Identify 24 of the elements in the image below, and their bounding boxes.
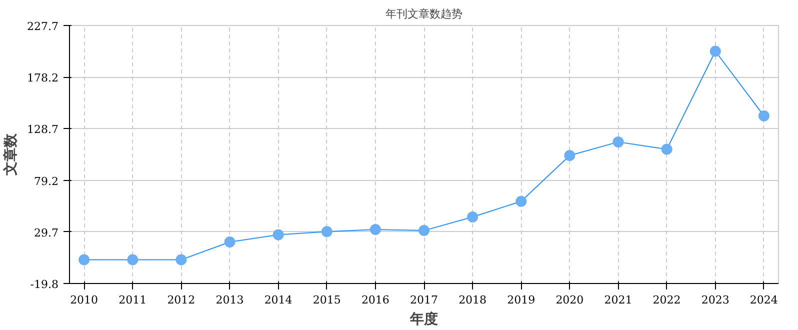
x-tick-label: 2020: [556, 294, 584, 306]
y-axis-title: 文章数: [2, 132, 20, 176]
x-tick-label: 2023: [701, 294, 730, 306]
y-tick-label: -19.8: [30, 278, 59, 291]
chart-title: 年刊文章数趋势: [386, 8, 462, 20]
y-tick-label: 227.7: [27, 20, 59, 33]
x-tick-label: 2015: [312, 294, 341, 306]
y-tick-label: 128.7: [27, 123, 59, 136]
y-tick-label: 29.7: [34, 226, 59, 240]
x-tick-label: 2016: [361, 294, 390, 306]
x-tick-label: 2013: [216, 294, 244, 306]
x-tick-label: 2022: [652, 294, 681, 306]
x-tick-label: 2021: [604, 294, 632, 306]
x-tick-label: 2019: [507, 294, 536, 306]
x-axis-title: 年度: [409, 310, 438, 328]
x-tick-label: 2012: [167, 294, 196, 306]
y-tick-label: 178.2: [27, 72, 59, 85]
x-tick-label: 2024: [750, 294, 778, 306]
x-tick-label: 2011: [118, 294, 147, 306]
y-tick-label: 79.2: [34, 174, 59, 188]
x-tick-label: 2018: [458, 294, 487, 306]
x-tick-label: 2014: [264, 294, 292, 306]
x-tick-label: 2017: [410, 294, 438, 306]
x-tick-label: 2010: [70, 294, 98, 306]
